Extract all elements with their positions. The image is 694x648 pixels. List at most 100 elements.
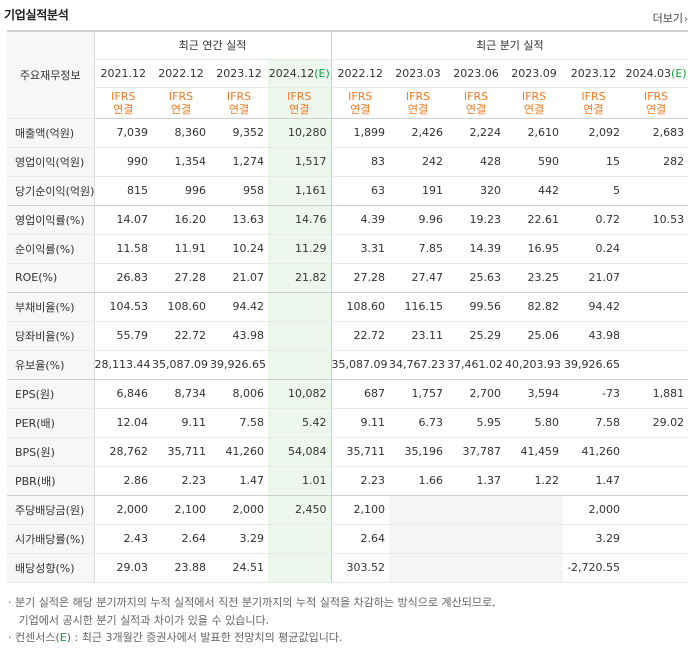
table-cell (389, 553, 448, 583)
period-label: 2021.12 (100, 66, 147, 80)
table-cell: 687 (331, 379, 390, 409)
table-cell: 3.31 (331, 234, 390, 264)
table-cell: 2,000 (210, 495, 268, 525)
table-cell: 5.42 (268, 408, 332, 438)
table-cell: 1.66 (389, 466, 448, 496)
table-cell: 2,610 (505, 118, 564, 148)
table-cell: 22.61 (505, 205, 564, 235)
table-cell: 2.43 (94, 524, 152, 554)
basis-header: IFRS 연결 (624, 87, 689, 119)
table-cell: 1,757 (389, 379, 448, 409)
table-cell (447, 524, 506, 554)
table-cell: 104.53 (94, 292, 152, 322)
table-cell: 15 (563, 147, 625, 177)
row-label: ROE(%) (7, 263, 95, 293)
more-link[interactable]: 더보기› (653, 10, 688, 26)
period-header: 2022.12 (152, 59, 210, 88)
table-row: 영업이익률(%) 14.07 16.20 13.63 14.76 4.39 9.96 19.2… (7, 205, 689, 235)
table-cell: 27.28 (331, 263, 390, 293)
header-row-basis: IFRS 연결 IFRS 연결 IFRS 연결 IFRS 연결 IFRS 연결 IFRS 연결 IFRS… (7, 87, 689, 119)
row-label: 당좌비율(%) (7, 321, 95, 351)
table-cell: 1.22 (505, 466, 564, 496)
table-cell: 25.06 (505, 321, 564, 351)
estimate-mark: (E) (314, 66, 330, 80)
table-cell: 82.82 (505, 292, 564, 322)
table-cell (624, 553, 689, 583)
table-cell: 26.83 (94, 263, 152, 293)
row-label: 영업이익(억원) (7, 147, 95, 177)
footnote-quarterly-cont: 기업에서 공시한 분기 실적과 차이가 있을 수 있습니다. (8, 612, 688, 630)
table-cell: 996 (152, 176, 210, 206)
footnote-consensus-mark: E (59, 631, 67, 644)
basis-label: 연결 (523, 102, 545, 116)
table-cell: 442 (505, 176, 564, 206)
table-cell (624, 350, 689, 380)
table-cell: 2,450 (268, 495, 332, 525)
table-cell: 2.23 (152, 466, 210, 496)
basis-header: IFRS 연결 (447, 87, 506, 119)
table-cell: 7.58 (563, 408, 625, 438)
table-cell: 11.58 (94, 234, 152, 264)
table-cell: 10,280 (268, 118, 332, 148)
period-label: 2023.09 (511, 66, 557, 80)
table-cell: 3.29 (563, 524, 625, 554)
table-row: PBR(배) 2.86 2.23 1.47 1.01 2.23 1.66 1.37 1.22 1.… (7, 466, 689, 496)
basis-label: 연결 (645, 102, 667, 116)
table-cell: 6,846 (94, 379, 152, 409)
row-label: EPS(원) (7, 379, 95, 409)
table-cell: 7.58 (210, 408, 268, 438)
table-cell: 303.52 (331, 553, 390, 583)
table-cell: 3.29 (210, 524, 268, 554)
ifrs-label: IFRS (348, 89, 373, 103)
row-label: 순이익률(%) (7, 234, 95, 264)
period-label: 2024.03 (625, 66, 672, 80)
table-cell: 6.73 (389, 408, 448, 438)
footnote-quarterly-cont-text: 기업에서 공시한 분기 실적과 차이가 있을 수 있습니다. (15, 613, 270, 627)
table-cell: 242 (389, 147, 448, 177)
table-cell: 43.98 (210, 321, 268, 351)
table-cell (624, 495, 689, 525)
row-label: 주당배당금(원) (7, 495, 95, 525)
table-cell (389, 495, 448, 525)
table-cell: 428 (447, 147, 506, 177)
table-cell: 1,517 (268, 147, 332, 177)
more-label: 더보기 (652, 12, 683, 25)
basis-label: 연결 (113, 102, 134, 116)
footnote-consensus-suffix: ) : 최근 3개월간 증권사에서 발표한 전망치의 평균값입니다. (66, 631, 343, 644)
period-header: 2024.12(E) (268, 59, 332, 88)
table-cell: 1.37 (447, 466, 506, 496)
table-row: 순이익률(%) 11.58 11.91 10.24 11.29 3.31 7.85 14.39… (7, 234, 689, 264)
table-cell (624, 321, 689, 351)
table-cell: 10,082 (268, 379, 332, 409)
row-label: BPS(원) (7, 437, 95, 467)
table-cell (624, 437, 689, 467)
table-cell: 54,084 (268, 437, 332, 467)
table-cell: 25.29 (447, 321, 506, 351)
basis-header: IFRS 연결 (505, 87, 564, 119)
table-cell: 25.63 (447, 263, 506, 293)
table-row: 유보율(%) 28,113.44 35,087.09 39,926.65 35,087.… (7, 350, 689, 380)
table-cell: 2.64 (152, 524, 210, 554)
period-header: 2023.03 (389, 59, 448, 88)
table-row: 당좌비율(%) 55.79 22.72 43.98 22.72 23.11 25.29 25.… (7, 321, 689, 351)
table-cell: 37,461.02 (447, 350, 506, 380)
table-cell (268, 524, 332, 554)
table-cell: 21.82 (268, 263, 332, 293)
row-label: 매출액(억원) (7, 118, 95, 148)
table-cell: 22.72 (331, 321, 390, 351)
table-row: PER(배) 12.04 9.11 7.58 5.42 9.11 6.73 5.95 5.80 7… (7, 408, 689, 438)
table-cell: 5.95 (447, 408, 506, 438)
financial-summary-table: 주요재무정보 최근 연간 실적 최근 분기 실적 2021.12 2022.12 2023… (7, 30, 689, 583)
table-row: 영업이익(억원) 990 1,354 1,274 1,517 83 242 428 590 15 2… (7, 147, 689, 177)
chevron-right-icon: › (684, 14, 688, 25)
footnote-quarterly: · 분기 실적은 해당 분기까지의 누적 실적에서 직전 분기까지의 누적 실적… (8, 596, 496, 609)
table-cell (447, 495, 506, 525)
table-cell: 2,092 (563, 118, 625, 148)
row-label: 부채비율(%) (7, 292, 95, 322)
period-header: 2023.09 (505, 59, 564, 88)
table-cell: 34,767.23 (389, 350, 448, 380)
table-row: BPS(원) 28,762 35,711 41,260 54,084 35,711 35,1… (7, 437, 689, 467)
table-cell: 5 (563, 176, 625, 206)
table-cell: 320 (447, 176, 506, 206)
table-cell: 12.04 (94, 408, 152, 438)
